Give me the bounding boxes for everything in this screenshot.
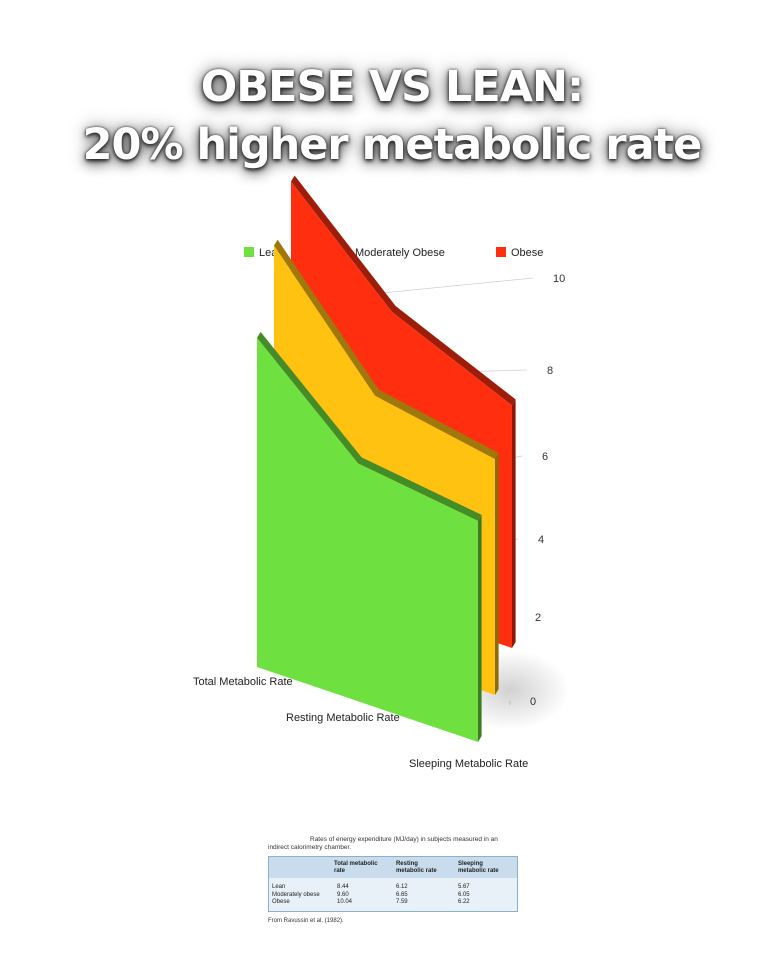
series-side-edge: [478, 514, 482, 742]
table-cell: 10.04: [337, 899, 353, 905]
source-table-figure: Rates of energy expenditure (MJ/day) in …: [268, 836, 520, 924]
category-label: Sleeping Metabolic Rate: [409, 758, 528, 770]
y-tick-label: 4: [538, 534, 544, 546]
series-layer-lean: [256, 331, 482, 742]
row-label: Lean: [272, 884, 286, 890]
table-cell: 8.44: [337, 884, 349, 890]
category-label: Total Metabolic Rate: [193, 676, 293, 688]
row-label: Moderately obese: [272, 891, 320, 898]
series-top-edge: [291, 175, 516, 406]
table-cell: 5.67: [457, 884, 470, 890]
table-header-row: Total metabolic rate Resting metabolic r…: [268, 856, 518, 879]
table-caption: Rates of energy expenditure (MJ/day) in …: [268, 836, 520, 852]
table-cell: 6.22: [457, 899, 470, 905]
category-label: Resting Metabolic Rate: [286, 712, 400, 724]
legend-label: Obese: [511, 247, 543, 259]
energy-expenditure-table: Total metabolic rate Resting metabolic r…: [268, 856, 518, 912]
legend-swatch: [244, 247, 254, 257]
table-header-cell: Total metabolic rate: [331, 857, 393, 879]
table-source-note: From Ravussin et al. (1982).: [268, 917, 344, 924]
header-total: Total metabolic rate: [334, 861, 378, 874]
table-header-cell: [269, 857, 332, 879]
header-resting: Resting metabolic rate: [395, 861, 437, 874]
x-axis-categories: Total Metabolic Rate Resting Metabolic Ra…: [193, 676, 528, 770]
table-cell: 7.59: [395, 899, 408, 905]
chart-legend: Lean Moderately Obese Obese: [244, 247, 543, 259]
legend-label: Moderately Obese: [355, 247, 445, 259]
table-cell: 9.60: [337, 891, 349, 898]
table-caption-line-1: Rates of energy expenditure (MJ/day) in …: [310, 836, 498, 843]
y-tick-label: 6: [542, 451, 548, 463]
table-row: Obese 10.04 7.59 6.22: [269, 899, 518, 911]
header-sleeping: Sleeping metabolic rate: [457, 861, 499, 874]
y-tick-label: 10: [553, 273, 565, 285]
y-tick-label: 0: [530, 696, 536, 708]
table-row: Moderately obese 9.60 6.65 6.05: [269, 892, 518, 900]
series-layers: [256, 175, 516, 742]
series-side-edge: [512, 399, 516, 648]
series-area: [257, 337, 478, 742]
legend-swatch: [496, 247, 506, 257]
y-axis-ticks: 0 2 4 6 8 10: [530, 273, 565, 708]
y-tick-label: 2: [535, 612, 541, 624]
chart-title-line-1: OBESE VS LEAN:: [200, 62, 584, 112]
table-cell: 6.12: [395, 884, 408, 890]
table-header-cell: Resting metabolic rate: [393, 857, 455, 879]
y-tick-label: 8: [547, 365, 553, 377]
table-header-cell: Sleeping metabolic rate: [455, 857, 518, 879]
table-caption-line-2: indirect calorimetry chamber.: [268, 844, 352, 851]
row-label: Obese: [272, 899, 290, 905]
table-cell: 6.65: [395, 891, 408, 898]
series-side-edge: [495, 453, 499, 695]
table-cell: 6.05: [457, 891, 470, 898]
table-row: Lean 8.44 6.12 5.67: [269, 878, 518, 892]
chart-title-line-2: 20% higher metabolic rate: [82, 120, 703, 170]
